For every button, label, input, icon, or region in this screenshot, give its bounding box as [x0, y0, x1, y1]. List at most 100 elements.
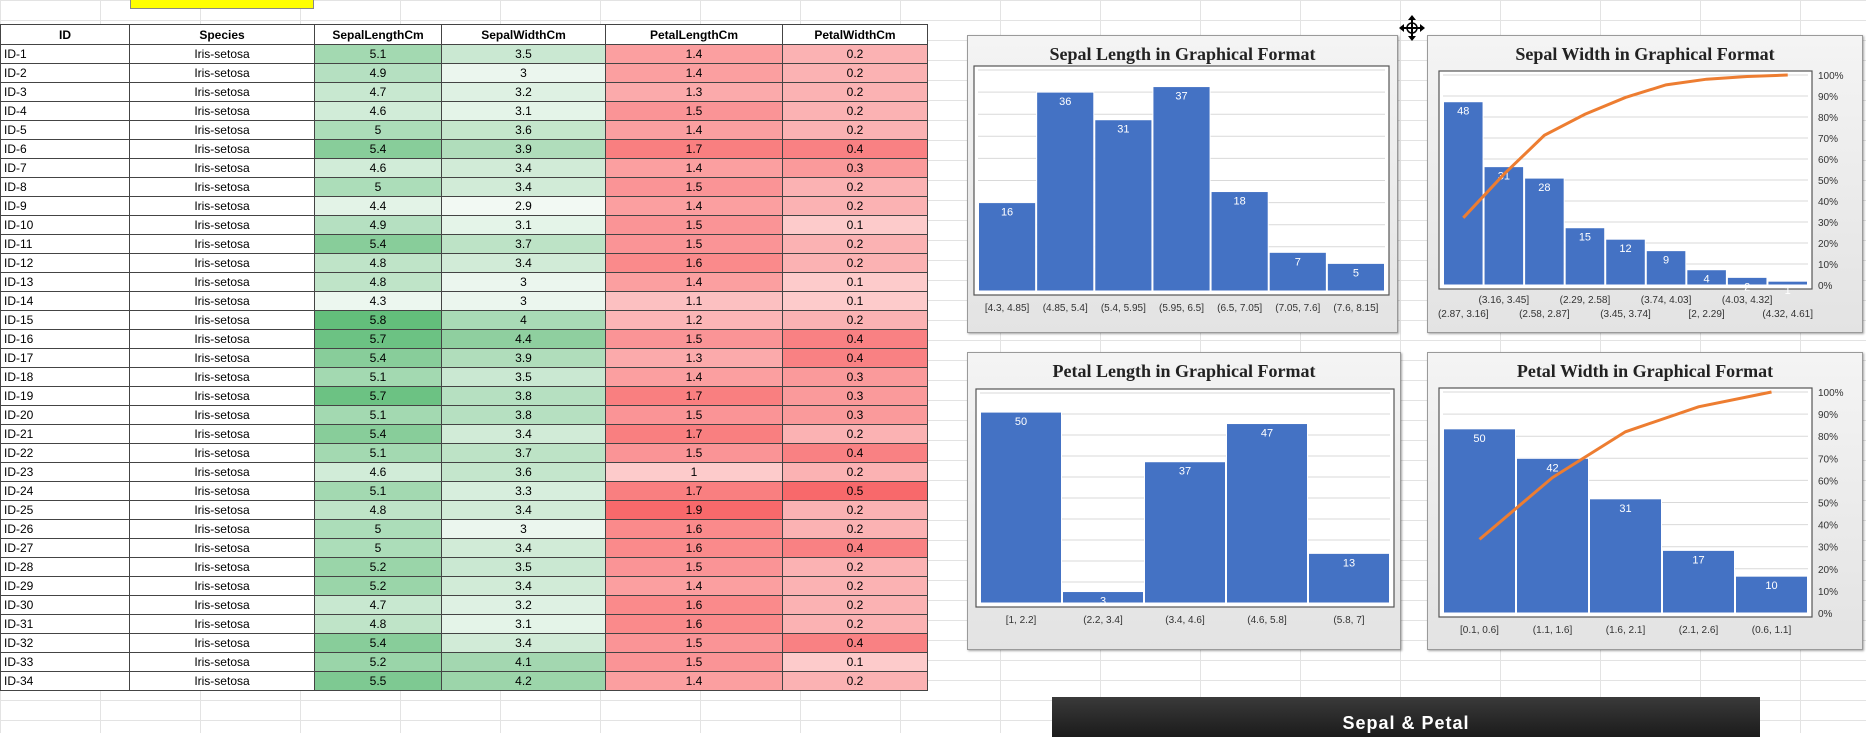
table-cell[interactable]: 1.5 — [605, 443, 783, 463]
table-cell[interactable]: ID-19 — [0, 386, 130, 406]
table-cell[interactable]: 1.4 — [605, 576, 783, 596]
table-cell[interactable]: ID-4 — [0, 101, 130, 121]
table-cell[interactable]: ID-32 — [0, 633, 130, 653]
column-header[interactable]: ID — [0, 24, 130, 45]
table-cell[interactable]: 3.9 — [441, 139, 606, 159]
table-cell[interactable]: 4.7 — [314, 82, 442, 102]
bar[interactable] — [1767, 280, 1809, 286]
table-cell[interactable]: Iris-setosa — [129, 671, 315, 691]
table-cell[interactable]: 4.4 — [441, 329, 606, 349]
table-cell[interactable]: Iris-setosa — [129, 177, 315, 197]
table-cell[interactable]: 0.2 — [782, 310, 928, 330]
table-cell[interactable]: 1.5 — [605, 215, 783, 235]
bar[interactable] — [1524, 177, 1565, 286]
table-cell[interactable]: 1.4 — [605, 63, 783, 83]
table-cell[interactable]: ID-10 — [0, 215, 130, 235]
table-cell[interactable]: 1.5 — [605, 177, 783, 197]
table-cell[interactable]: 3.1 — [441, 215, 606, 235]
table-cell[interactable]: Iris-setosa — [129, 633, 315, 653]
table-cell[interactable]: Iris-setosa — [129, 424, 315, 444]
table-cell[interactable]: 3.4 — [441, 576, 606, 596]
table-cell[interactable]: ID-7 — [0, 158, 130, 178]
table-cell[interactable]: 0.1 — [782, 291, 928, 311]
table-cell[interactable]: 5.4 — [314, 234, 442, 254]
bar[interactable] — [1226, 423, 1308, 604]
table-cell[interactable]: 4.1 — [441, 652, 606, 672]
bar[interactable] — [1662, 549, 1735, 614]
table-cell[interactable]: 3 — [441, 63, 606, 83]
table-cell[interactable]: 5 — [314, 538, 442, 558]
bar[interactable] — [1268, 251, 1327, 292]
table-cell[interactable]: 1.9 — [605, 500, 783, 520]
table-cell[interactable]: 0.2 — [782, 424, 928, 444]
table-cell[interactable]: ID-34 — [0, 671, 130, 691]
table-cell[interactable]: 5.4 — [314, 348, 442, 368]
bar[interactable] — [1564, 227, 1606, 286]
table-cell[interactable]: 1.4 — [605, 44, 783, 64]
table-cell[interactable]: 3.4 — [441, 158, 606, 178]
table-cell[interactable]: 4.8 — [314, 272, 442, 292]
table-cell[interactable]: 0.2 — [782, 462, 928, 482]
table-cell[interactable]: 3.7 — [441, 234, 606, 254]
table-cell[interactable]: 4.6 — [314, 158, 442, 178]
table-cell[interactable]: ID-3 — [0, 82, 130, 102]
table-cell[interactable]: Iris-setosa — [129, 253, 315, 273]
table-cell[interactable]: 1.7 — [605, 424, 783, 444]
table-cell[interactable]: 3.4 — [441, 538, 606, 558]
bar[interactable] — [1735, 575, 1808, 614]
bar[interactable] — [1726, 276, 1768, 286]
table-cell[interactable]: 1.6 — [605, 538, 783, 558]
table-cell[interactable]: 0.2 — [782, 519, 928, 539]
table-cell[interactable]: ID-16 — [0, 329, 130, 349]
table-cell[interactable]: 5.1 — [314, 44, 442, 64]
column-header[interactable]: PetalWidthCm — [782, 24, 928, 45]
bar[interactable] — [980, 411, 1062, 604]
table-cell[interactable]: Iris-setosa — [129, 443, 315, 463]
table-cell[interactable]: 0.4 — [782, 329, 928, 349]
table-cell[interactable]: Iris-setosa — [129, 462, 315, 482]
table-cell[interactable]: 5.8 — [314, 310, 442, 330]
table-cell[interactable]: ID-25 — [0, 500, 130, 520]
table-cell[interactable]: ID-13 — [0, 272, 130, 292]
table-cell[interactable]: Iris-setosa — [129, 291, 315, 311]
table-cell[interactable]: 5 — [314, 177, 442, 197]
table-cell[interactable]: 1.5 — [605, 633, 783, 653]
table-cell[interactable]: 0.3 — [782, 386, 928, 406]
table-cell[interactable]: 3 — [441, 519, 606, 539]
table-cell[interactable]: 1.4 — [605, 671, 783, 691]
table-cell[interactable]: 0.2 — [782, 44, 928, 64]
table-cell[interactable]: Iris-setosa — [129, 272, 315, 292]
table-cell[interactable]: 3.4 — [441, 500, 606, 520]
table-cell[interactable]: 3.2 — [441, 82, 606, 102]
table-cell[interactable]: ID-11 — [0, 234, 130, 254]
bar[interactable] — [1605, 238, 1646, 286]
table-cell[interactable]: 1.5 — [605, 652, 783, 672]
highlighted-cell[interactable] — [130, 0, 314, 9]
table-cell[interactable]: 0.2 — [782, 595, 928, 615]
table-cell[interactable]: 1.6 — [605, 519, 783, 539]
table-cell[interactable]: ID-22 — [0, 443, 130, 463]
table-cell[interactable]: 3.8 — [441, 405, 606, 425]
table-cell[interactable]: 4.8 — [314, 614, 442, 634]
table-cell[interactable]: Iris-setosa — [129, 386, 315, 406]
table-cell[interactable]: 0.2 — [782, 671, 928, 691]
table-cell[interactable]: 1.3 — [605, 82, 783, 102]
bar[interactable] — [1589, 498, 1662, 614]
table-cell[interactable]: ID-5 — [0, 120, 130, 140]
table-cell[interactable]: 0.5 — [782, 481, 928, 501]
table-cell[interactable]: 1.7 — [605, 139, 783, 159]
table-cell[interactable]: Iris-setosa — [129, 405, 315, 425]
table-cell[interactable]: 0.2 — [782, 177, 928, 197]
column-header[interactable]: SepalLengthCm — [314, 24, 442, 45]
table-cell[interactable]: 5.7 — [314, 329, 442, 349]
table-cell[interactable]: 0.3 — [782, 158, 928, 178]
petal-width-chart[interactable]: Petal Width in Graphical Format 50 42 31 17… — [1427, 352, 1863, 650]
table-cell[interactable]: ID-2 — [0, 63, 130, 83]
table-cell[interactable]: ID-1 — [0, 44, 130, 64]
table-cell[interactable]: 0.4 — [782, 348, 928, 368]
table-cell[interactable]: ID-24 — [0, 481, 130, 501]
table-cell[interactable]: 0.2 — [782, 614, 928, 634]
table-cell[interactable]: Iris-setosa — [129, 82, 315, 102]
table-cell[interactable]: 3.1 — [441, 101, 606, 121]
table-cell[interactable]: 1.4 — [605, 120, 783, 140]
